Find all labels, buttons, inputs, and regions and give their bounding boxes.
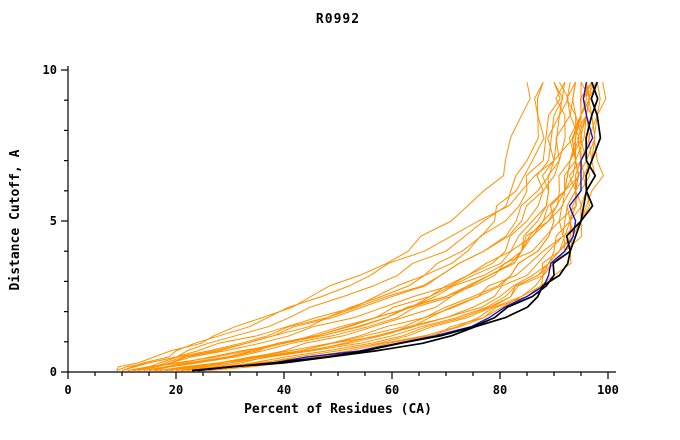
- curve-model-20: [175, 82, 583, 371]
- curve-model-10: [148, 81, 577, 371]
- curve-model-09: [192, 82, 591, 371]
- x-tick-label: 60: [385, 383, 399, 397]
- curve-model-03: [127, 81, 598, 371]
- curve-model-12: [159, 81, 591, 371]
- y-tick-label: 10: [43, 63, 57, 77]
- chart-title: R0992: [315, 12, 361, 27]
- y-tick-label: 0: [50, 365, 57, 379]
- curve-model-18: [127, 82, 577, 371]
- x-axis-label: Percent of Residues (CA): [244, 402, 432, 417]
- curve-highlighted-black-model-1: [197, 81, 599, 372]
- curve-model-17: [202, 81, 596, 371]
- x-tick-label: 100: [597, 383, 619, 397]
- x-tick-label: 0: [64, 383, 71, 397]
- curve-model-13: [181, 82, 580, 371]
- curve-model-14: [116, 82, 531, 371]
- curve-model-06: [138, 81, 545, 371]
- curve-highlighted-black-model-2: [192, 81, 602, 372]
- curve-model-26: [170, 81, 569, 371]
- x-tick-label: 20: [169, 383, 183, 397]
- curve-model-01: [181, 81, 593, 371]
- x-tick-label: 80: [493, 383, 507, 397]
- curve-model-16: [165, 82, 590, 371]
- x-tick-label: 40: [277, 383, 291, 397]
- curve-highlighted-blue-model: [192, 81, 594, 372]
- curve-model-04: [208, 82, 582, 371]
- curve-model-25: [132, 82, 593, 371]
- y-tick-label: 5: [50, 214, 57, 228]
- y-axis-label: Distance Cutoff, A: [8, 149, 23, 291]
- curve-model-24: [148, 81, 566, 371]
- curve-model-22: [121, 81, 544, 371]
